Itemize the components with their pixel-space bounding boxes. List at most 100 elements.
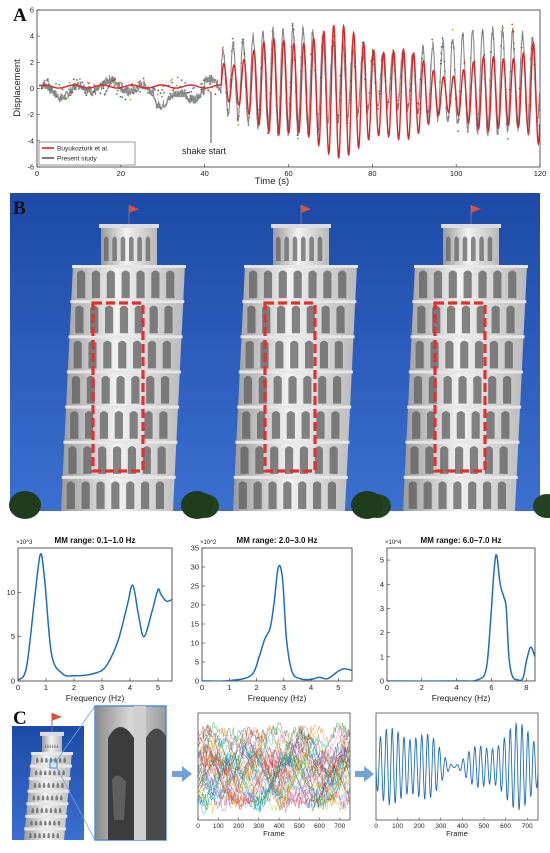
tower-arch	[484, 446, 493, 474]
tower-arch	[70, 411, 79, 439]
present-study-point	[296, 134, 299, 137]
present-study-point	[147, 92, 149, 94]
x-tick-label: 100	[213, 823, 224, 830]
present-study-point	[107, 86, 110, 89]
present-study-point	[197, 96, 200, 99]
tower-arch	[38, 782, 41, 788]
belfry-arch	[145, 236, 151, 261]
present-study-point	[73, 87, 76, 90]
present-study-point	[109, 84, 111, 86]
x-tick-label: 6	[489, 683, 493, 692]
panel-a-reference-series	[38, 23, 540, 159]
tower-arch	[42, 782, 46, 788]
present-study-point	[463, 61, 466, 63]
belfry-arch	[446, 236, 451, 261]
mm-window-box	[263, 301, 317, 473]
present-study-point	[513, 42, 515, 45]
present-study-point	[176, 76, 179, 79]
present-study-point	[505, 123, 508, 126]
tower-arch	[136, 270, 145, 299]
spectrum-clip	[202, 564, 352, 681]
present-study-point	[219, 91, 222, 94]
tower-arch	[249, 270, 258, 299]
belfry-arch	[471, 236, 476, 261]
spectrum-xlabel: Frequency (Hz)	[248, 693, 307, 703]
present-study-point	[245, 107, 248, 110]
present-study-point	[171, 81, 174, 84]
spectrum-chart-3: 0 2 4 6 8 0 1 2 3 4 5 MM range: 6.0–7.0 Hz Frequency…	[380, 536, 536, 703]
tower-arch	[166, 270, 175, 299]
trace-line	[198, 755, 350, 810]
y-tick-label: 4	[30, 32, 34, 41]
closeup-arch-right	[146, 728, 166, 840]
present-study-point	[509, 70, 512, 73]
present-study-point	[191, 95, 194, 97]
tower-arch	[257, 411, 266, 439]
tower-arch	[440, 446, 449, 474]
trace-line	[198, 734, 350, 794]
present-study-point	[190, 97, 193, 100]
y-tick-label: 0	[30, 84, 34, 93]
y-tick-label: 2	[30, 58, 34, 67]
tower-arch	[58, 757, 62, 763]
tower-arch	[285, 446, 294, 474]
spectrum-exponent: ×10^3	[16, 540, 33, 546]
tower-arch	[308, 270, 317, 299]
present-study-point	[86, 81, 89, 84]
tower-arch	[503, 375, 512, 404]
belfry-arch	[54, 744, 56, 748]
tower-arch	[448, 270, 457, 299]
tower-arch	[458, 375, 467, 404]
present-study-point	[270, 48, 273, 51]
present-study-point	[518, 87, 521, 90]
present-study-point	[157, 89, 160, 92]
present-study-point	[266, 132, 269, 135]
present-study-point	[161, 89, 164, 91]
present-study-point	[47, 78, 49, 80]
present-study-point	[236, 117, 239, 120]
present-study-point	[290, 45, 293, 48]
present-study-point	[417, 102, 420, 105]
present-study-point	[511, 23, 514, 26]
present-study-point	[439, 81, 441, 84]
present-study-point	[442, 46, 444, 48]
tower-cornice	[29, 764, 72, 768]
present-study-point	[135, 91, 138, 93]
present-study-point	[209, 83, 211, 86]
trace-line	[198, 725, 350, 785]
trace-line	[376, 722, 538, 811]
present-study-point	[490, 51, 492, 54]
tower-belfry	[42, 734, 62, 752]
tower-arch	[453, 481, 462, 509]
tower-arch	[242, 411, 251, 439]
trace-line	[198, 749, 350, 809]
tower-arch	[91, 270, 101, 299]
belfry-arch	[284, 236, 289, 261]
tower-arch	[313, 481, 322, 509]
tower-arch	[30, 820, 33, 826]
x-tick-label: 2	[254, 683, 258, 692]
present-study-point	[110, 80, 112, 83]
x-tick-label: 600	[314, 823, 325, 830]
tower-arch	[478, 270, 487, 299]
present-study-point	[518, 98, 521, 101]
present-study-point	[105, 89, 108, 92]
present-study-point	[129, 91, 132, 94]
tower-cornice	[28, 777, 71, 781]
present-study-point	[450, 46, 453, 48]
present-study-point	[102, 87, 105, 90]
y-tick-label: 0	[195, 677, 199, 686]
tower-arch	[66, 481, 75, 509]
present-study-point	[92, 90, 95, 93]
present-study-point	[307, 116, 310, 119]
present-study-point	[49, 86, 52, 89]
present-study-point	[229, 79, 232, 81]
present-study-point	[271, 30, 274, 33]
present-study-point	[521, 36, 524, 39]
y-tick-label: 3	[380, 604, 384, 613]
tower-cornice	[25, 814, 68, 818]
present-study-point	[64, 96, 67, 98]
tower-arch	[61, 782, 64, 788]
tower-arch	[40, 807, 44, 813]
tower-arch	[58, 807, 62, 813]
